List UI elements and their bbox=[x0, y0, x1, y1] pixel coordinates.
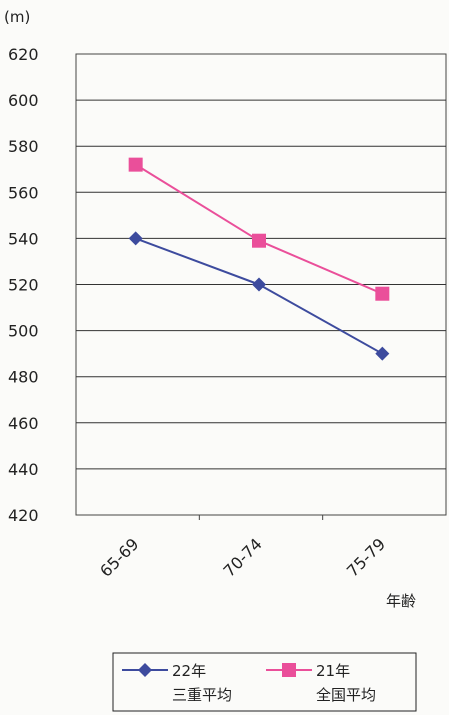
series-2-line bbox=[135, 163, 383, 295]
legend-label-2-line1: 21年 bbox=[316, 662, 350, 680]
y-tick-label-560: 560 bbox=[8, 183, 39, 202]
grid-lines bbox=[76, 99, 446, 470]
y-tick-label-600: 600 bbox=[8, 91, 39, 110]
legend-marker-2 bbox=[282, 663, 296, 677]
legend-label-2-line2: 全国平均 bbox=[316, 686, 376, 704]
legend-label-1-line2: 三重平均 bbox=[172, 686, 232, 704]
series-2 bbox=[128, 157, 390, 301]
y-tick-label-620: 620 bbox=[8, 45, 39, 64]
series-2-point-65-69 bbox=[128, 157, 143, 172]
series-1-point-65-69 bbox=[128, 231, 143, 246]
y-tick-label-540: 540 bbox=[8, 229, 39, 248]
y-tick-label-520: 520 bbox=[8, 276, 39, 295]
series-1-point-70-74 bbox=[252, 277, 266, 292]
y-axis-ticks: 420 440 460 480 500 520 540 560 580 600 620 bbox=[8, 45, 39, 525]
series-1-line bbox=[135, 237, 383, 355]
y-tick-label-460: 460 bbox=[8, 414, 39, 433]
series-group bbox=[128, 157, 390, 361]
y-tick-label-580: 580 bbox=[8, 137, 39, 156]
x-tick-label-75-79: 75-79 bbox=[343, 534, 389, 580]
y-tick-label-500: 500 bbox=[8, 322, 39, 341]
legend-marker-1 bbox=[138, 663, 152, 677]
y-axis-label: (m) bbox=[4, 8, 30, 26]
x-tick-label-65-69: 65-69 bbox=[96, 534, 142, 580]
x-axis-ticks: 65-69 70-74 75-79 bbox=[96, 515, 389, 581]
y-tick-label-440: 440 bbox=[8, 460, 39, 479]
series-2-point-75-79 bbox=[375, 286, 390, 301]
legend-box bbox=[112, 652, 417, 712]
y-tick-label-480: 480 bbox=[8, 368, 39, 387]
series-1 bbox=[128, 231, 390, 361]
x-tick-label-70-74: 70-74 bbox=[220, 534, 266, 580]
series-2-point-70-74 bbox=[252, 233, 266, 248]
x-axis-label: 年齢 bbox=[386, 592, 416, 610]
legend-label-1-line1: 22年 bbox=[172, 662, 206, 680]
series-1-point-75-79 bbox=[375, 346, 390, 361]
y-tick-label-420: 420 bbox=[8, 506, 39, 525]
